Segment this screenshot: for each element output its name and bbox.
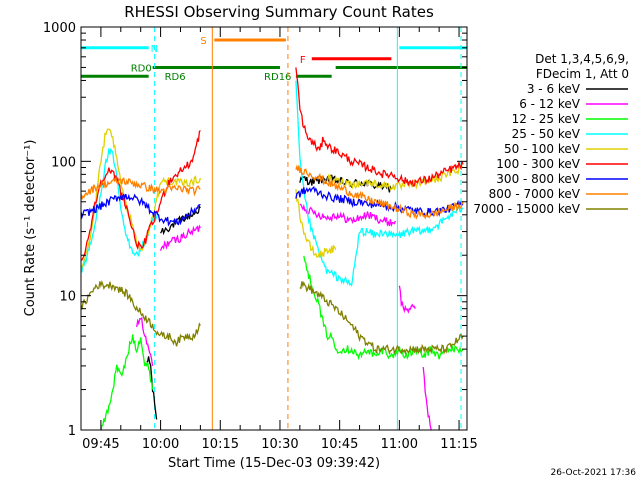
flag-label-RD16: RD16 xyxy=(264,72,291,83)
flag-label-RD6: RD6 xyxy=(165,72,186,83)
chart-title: RHESSI Observing Summary Count Rates xyxy=(124,3,434,21)
vertical-lines-layer xyxy=(154,27,462,430)
flag-label-RD0: RD0 xyxy=(131,63,152,74)
y-axis: 1 10 100 1000 xyxy=(43,21,467,439)
legend-label-2: 12 - 25 keV xyxy=(512,112,581,126)
series-line-100-300keV-seg-1 xyxy=(295,67,464,187)
series-layer xyxy=(81,67,464,430)
x-tick-label-6: 11:15 xyxy=(440,437,477,452)
series-line-800-7000keV-seg-1 xyxy=(295,164,464,220)
legend: Det 1,3,4,5,6,9, FDecim 1, Att 0 3 - 6 k… xyxy=(473,52,629,216)
series-line-6-12keV-seg-3 xyxy=(398,285,416,314)
y-tick-label-0: 1 xyxy=(68,424,76,439)
series-line-12-25keV-seg-0 xyxy=(100,334,154,430)
legend-label-8: 7000 - 15000 keV xyxy=(473,202,580,216)
series-line-7000-15000keV-seg-0 xyxy=(81,280,201,347)
y-tick-label-1: 10 xyxy=(59,290,76,305)
legend-header-line-2: FDecim 1, Att 0 xyxy=(536,67,629,81)
legend-label-6: 300 - 800 keV xyxy=(496,172,580,186)
y-tick-label-3: 1000 xyxy=(43,21,76,36)
series-line-800-7000keV-seg-0 xyxy=(81,176,201,200)
series-line-50-100keV-seg-1 xyxy=(295,189,337,258)
x-axis-label: Start Time (15-Dec-03 09:39:42) xyxy=(168,456,380,471)
series-line-50-100keV-seg-2 xyxy=(327,165,464,192)
x-tick-label-4: 10:45 xyxy=(321,437,358,452)
series-line-300-800keV-seg-0 xyxy=(81,193,201,227)
legend-label-3: 25 - 50 keV xyxy=(512,127,581,141)
legend-label-4: 50 - 100 keV xyxy=(504,142,581,156)
legend-label-1: 6 - 12 keV xyxy=(519,97,581,111)
series-line-6-12keV-seg-2 xyxy=(299,203,397,228)
x-tick-label-1: 10:00 xyxy=(142,437,179,452)
legend-label-0: 3 - 6 keV xyxy=(527,82,581,96)
x-tick-label-2: 10:15 xyxy=(202,437,239,452)
series-line-6-12keV-seg-0 xyxy=(136,316,154,366)
series-line-6-12keV-seg-1 xyxy=(159,224,201,251)
y-axis-label: Count Rate (s⁻¹ detector⁻¹) xyxy=(23,140,38,317)
flags-layer: NSFRD0RD6RD16 xyxy=(81,36,467,83)
x-tick-label-5: 11:00 xyxy=(381,437,418,452)
legend-header-line-1: Det 1,3,4,5,6,9, xyxy=(535,52,629,66)
timestamp: 26-Oct-2021 17:36 xyxy=(551,468,637,478)
series-line-6-12keV-seg-4 xyxy=(422,367,432,430)
series-line-25-50keV-seg-1 xyxy=(295,80,464,287)
series-line-3-6keV-seg-0 xyxy=(146,356,158,420)
x-tick-label-3: 10:30 xyxy=(261,437,298,452)
y-tick-label-2: 100 xyxy=(51,155,76,170)
series-line-50-100keV-seg-0 xyxy=(81,128,202,272)
series-line-7000-15000keV-seg-1 xyxy=(299,280,464,356)
plot-frame xyxy=(80,26,468,431)
x-axis: 09:45 10:00 10:15 10:30 10:45 11:00 11:15 xyxy=(80,27,478,452)
legend-label-5: 100 - 300 keV xyxy=(496,157,580,171)
x-tick-label-0: 09:45 xyxy=(82,437,119,452)
legend-label-7: 800 - 7000 keV xyxy=(489,187,581,201)
series-line-100-300keV-seg-0 xyxy=(81,129,201,261)
flag-label-S: S xyxy=(200,36,206,47)
flag-label-F: F xyxy=(300,55,306,66)
